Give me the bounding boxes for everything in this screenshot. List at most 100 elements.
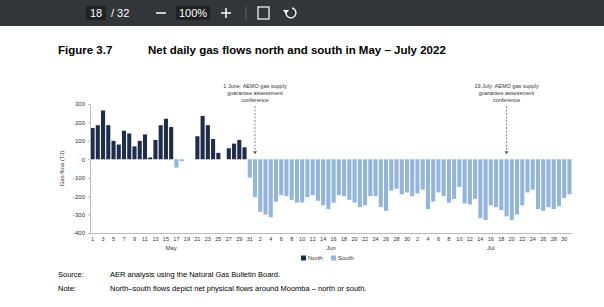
x-tick: 7: [122, 233, 125, 242]
bar: [520, 159, 524, 205]
bar: [242, 147, 246, 159]
zoom-out-button[interactable]: [156, 12, 166, 14]
bar: [132, 146, 136, 159]
x-tick-label: 16: [331, 236, 337, 242]
y-tick-label: -300: [73, 212, 86, 218]
bar: [321, 159, 325, 205]
note-text: North–south flows depict net physical fl…: [110, 284, 366, 293]
month-label: Jun: [326, 245, 336, 251]
bar: [106, 125, 110, 159]
bar: [541, 159, 545, 211]
annotation-arrow: [255, 106, 256, 151]
x-tick-label: 24: [530, 236, 536, 242]
page: 18/ 32100% Figure 3.7 Net daily gas flows …: [0, 0, 604, 307]
rotate-button[interactable]: [286, 8, 296, 18]
x-tick: 6: [280, 233, 283, 242]
bar: [127, 133, 131, 159]
x-tick-label: 26: [540, 236, 546, 242]
bar: [316, 159, 320, 200]
y-tick-label: 300: [75, 101, 86, 107]
bar: [274, 159, 278, 201]
bar: [368, 159, 372, 196]
bar: [337, 159, 341, 195]
bar: [567, 159, 571, 194]
x-tick: 18: [498, 233, 504, 242]
y-tick: -200: [73, 194, 90, 200]
x-tick-label: 8: [447, 236, 450, 242]
y-tick: 300: [75, 101, 90, 107]
x-tick: 14: [477, 233, 483, 242]
x-tick: 24: [372, 233, 378, 242]
bar: [426, 159, 430, 209]
plot-area: [91, 110, 572, 220]
bar: [389, 159, 393, 190]
zoom-in-button[interactable]: [221, 8, 231, 18]
x-tick-label: 14: [477, 236, 483, 242]
x-tick: 28: [393, 233, 399, 242]
bar: [457, 159, 461, 187]
x-tick-label: 12: [310, 236, 316, 242]
x-tick: 2: [416, 233, 419, 242]
x-tick-label: 24: [372, 236, 378, 242]
annotation-text: 1 June: AEMO gas supply: [223, 83, 287, 89]
y-tick-mark: [88, 159, 90, 160]
x-tick: 30: [404, 233, 410, 242]
bar: [505, 159, 509, 216]
x-tick: 2: [259, 233, 262, 242]
bar: [473, 159, 477, 199]
bar: [468, 159, 472, 204]
legend-label: North: [308, 255, 323, 261]
bar: [263, 159, 267, 214]
bar: [248, 159, 252, 177]
bar: [531, 159, 535, 189]
bar: [180, 159, 184, 161]
fit-page-button[interactable]: [258, 7, 269, 19]
bar: [201, 116, 205, 159]
bar: [436, 159, 440, 192]
x-tick: 25: [215, 233, 221, 242]
x-tick: 8: [447, 233, 450, 242]
chart-title: Net daily gas flows north and south in M…: [148, 44, 446, 56]
x-tick: 5: [112, 233, 115, 242]
y-tick-mark: [88, 141, 90, 142]
legend-label: South: [338, 255, 354, 261]
page-input[interactable]: [86, 6, 106, 20]
x-tick: 12: [467, 233, 473, 242]
bar: [400, 159, 404, 194]
x-tick-label: 31: [247, 236, 253, 242]
bar: [91, 128, 95, 159]
annotation-text: guarantee assessment: [479, 90, 535, 96]
plus-v: [225, 8, 227, 18]
x-tick-label: 16: [488, 236, 494, 242]
bar: [269, 159, 273, 217]
bar: [311, 159, 315, 195]
bar: [447, 159, 451, 202]
zoom-level[interactable]: 100%: [179, 7, 207, 19]
legend-swatch: [301, 256, 306, 261]
y-tick-mark: [88, 233, 90, 234]
x-tick-label: 7: [122, 236, 125, 242]
x-tick-label: 10: [456, 236, 462, 242]
y-tick-mark: [88, 215, 90, 216]
bar: [174, 159, 178, 167]
x-tick: 16: [488, 233, 494, 242]
chart-svg: 18/ 32100% Figure 3.7 Net daily gas flows …: [0, 0, 604, 307]
x-tick: 26: [383, 233, 389, 242]
zoom-input[interactable]: [176, 6, 210, 20]
x-tick: 8: [290, 233, 293, 242]
y-axis-title: Gas flow (TJ): [59, 151, 65, 187]
x-tick-label: 19: [184, 236, 190, 242]
figure-label: Figure 3.7: [58, 44, 112, 56]
bar: [452, 159, 456, 199]
page-number[interactable]: 18: [90, 7, 102, 19]
x-tick: 17: [173, 233, 179, 242]
x-tick-label: 4: [269, 236, 272, 242]
toolbar: 18/ 32100%: [0, 0, 604, 26]
bar: [237, 140, 241, 159]
x-tick: 21: [194, 233, 200, 242]
bar: [358, 159, 362, 207]
bar: [384, 159, 388, 211]
x-tick-label: 8: [290, 236, 293, 242]
bar: [373, 159, 377, 196]
legend-item: South: [331, 255, 354, 261]
